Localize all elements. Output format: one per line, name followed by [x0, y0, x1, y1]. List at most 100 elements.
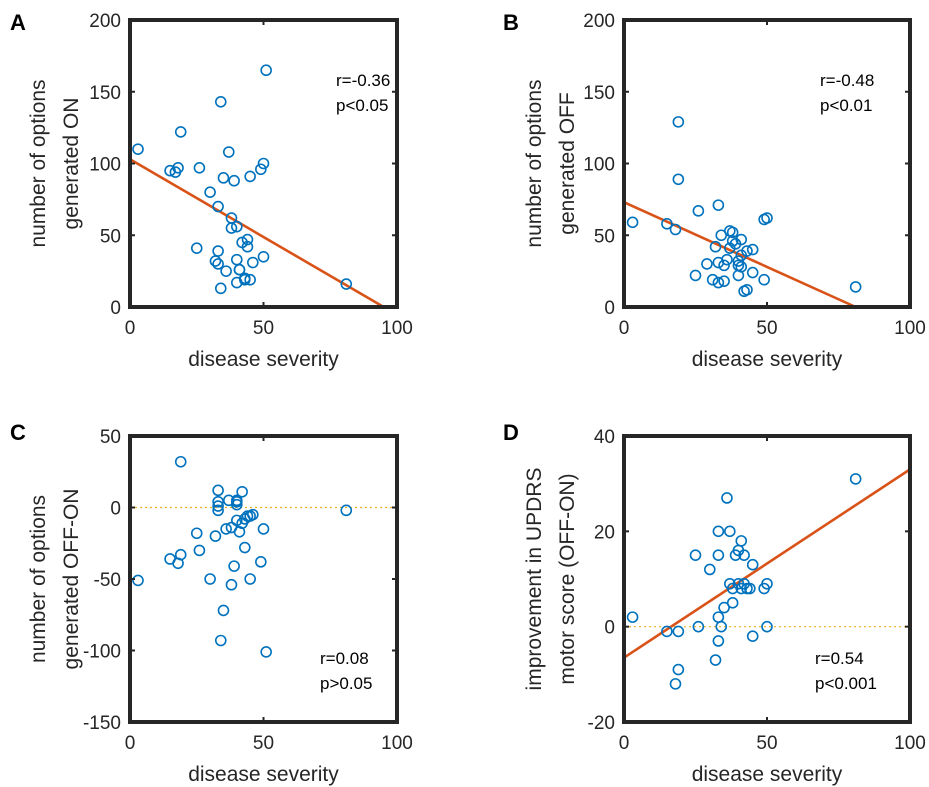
data-point: [257, 523, 270, 535]
y-tick-label: 100: [89, 155, 121, 176]
data-point: [741, 245, 753, 257]
data-point: [233, 263, 246, 276]
y-tick-label: 0: [604, 298, 615, 319]
x-axis-label: disease severity: [692, 763, 843, 786]
data-point: [220, 523, 232, 535]
y-tick-label: -50: [94, 570, 121, 591]
x-tick-label: 100: [894, 318, 926, 339]
data-point: [849, 473, 862, 485]
data-point: [735, 233, 748, 246]
data-point: [260, 64, 272, 77]
data-point: [340, 278, 353, 290]
data-point: [692, 205, 705, 217]
x-tick-label: 50: [756, 733, 777, 754]
data-point: [172, 162, 184, 174]
data-point: [220, 265, 232, 277]
y-tick-label: -150: [83, 713, 121, 734]
data-point: [225, 578, 238, 591]
data-point: [661, 625, 673, 638]
data-point: [244, 170, 256, 183]
y-axis-label-line1: number of options: [523, 79, 546, 247]
correlation-p-annotation: p<0.01: [820, 96, 872, 115]
data-point: [214, 282, 227, 295]
data-point: [746, 630, 759, 643]
data-point: [241, 240, 254, 253]
data-point: [257, 250, 270, 263]
data-point: [746, 558, 759, 571]
data-point: [761, 620, 773, 633]
data-point: [672, 173, 685, 186]
data-point: [164, 164, 176, 177]
x-tick-label: 0: [619, 733, 630, 754]
data-point: [715, 620, 728, 633]
data-point: [744, 582, 756, 595]
plot-frame: [128, 434, 399, 724]
correlation-p-annotation: p>0.05: [320, 674, 372, 693]
data-point: [661, 217, 673, 230]
correlation-r-annotation: r=0.54: [815, 649, 864, 668]
plot-frame: [622, 434, 912, 724]
x-tick-label: 0: [619, 318, 630, 339]
data-point: [212, 258, 224, 270]
data-point: [212, 245, 224, 257]
data-point: [255, 163, 267, 176]
x-tick-label: 100: [381, 733, 413, 754]
y-tick-label: 200: [89, 11, 121, 32]
data-point: [231, 253, 243, 266]
y-tick-label: -100: [83, 642, 121, 663]
data-point: [761, 212, 773, 224]
data-point: [214, 634, 227, 647]
data-point: [712, 276, 725, 289]
x-axis-label: disease severity: [692, 348, 843, 371]
data-point: [212, 484, 224, 497]
correlation-p-annotation: p<0.001: [815, 674, 877, 693]
data-point: [672, 625, 685, 638]
y-axis-label-line1: improvement in UPDRS: [523, 468, 546, 691]
x-tick-label: 0: [125, 318, 136, 339]
y-axis-label-line2: generated OFF-ON: [60, 489, 83, 670]
data-point: [703, 563, 716, 576]
x-axis-label: disease severity: [188, 763, 339, 786]
y-axis-label-line2: motor score (OFF-ON): [556, 473, 579, 684]
data-point: [701, 258, 713, 270]
data-point: [231, 494, 243, 507]
y-tick-label: 0: [604, 618, 615, 639]
data-point: [732, 255, 745, 267]
data-point: [239, 272, 251, 285]
data-point: [669, 678, 682, 690]
data-point: [193, 544, 206, 557]
data-point: [174, 126, 187, 138]
data-point: [721, 492, 733, 504]
correlation-r-annotation: r=-0.36: [336, 71, 390, 90]
data-point: [239, 541, 251, 554]
y-tick-label: 200: [583, 11, 615, 32]
data-point: [689, 549, 702, 561]
x-tick-label: 50: [756, 318, 777, 339]
data-point: [225, 212, 238, 224]
data-point: [718, 601, 730, 614]
x-tick-label: 50: [253, 733, 274, 754]
correlation-r-annotation: r=-0.48: [820, 71, 874, 90]
data-point: [340, 504, 353, 517]
x-axis-label: disease severity: [188, 348, 339, 371]
data-point: [209, 255, 222, 267]
y-axis-label-line1: number of options: [27, 495, 50, 663]
y-tick-label: 0: [110, 298, 121, 319]
data-point: [217, 604, 230, 617]
data-point: [212, 200, 224, 213]
x-tick-label: 50: [253, 318, 274, 339]
data-point: [712, 549, 725, 561]
x-tick-label: 100: [381, 318, 413, 339]
data-point: [228, 174, 240, 187]
data-point: [672, 663, 685, 676]
data-point: [726, 226, 739, 239]
y-axis-label-line2: generated OFF: [556, 92, 579, 234]
data-point: [190, 527, 203, 540]
data-point: [212, 500, 224, 512]
y-tick-label: 150: [89, 83, 121, 104]
x-tick-label: 0: [125, 733, 136, 754]
panel-label: A: [10, 10, 26, 35]
y-tick-label: -20: [588, 713, 615, 734]
